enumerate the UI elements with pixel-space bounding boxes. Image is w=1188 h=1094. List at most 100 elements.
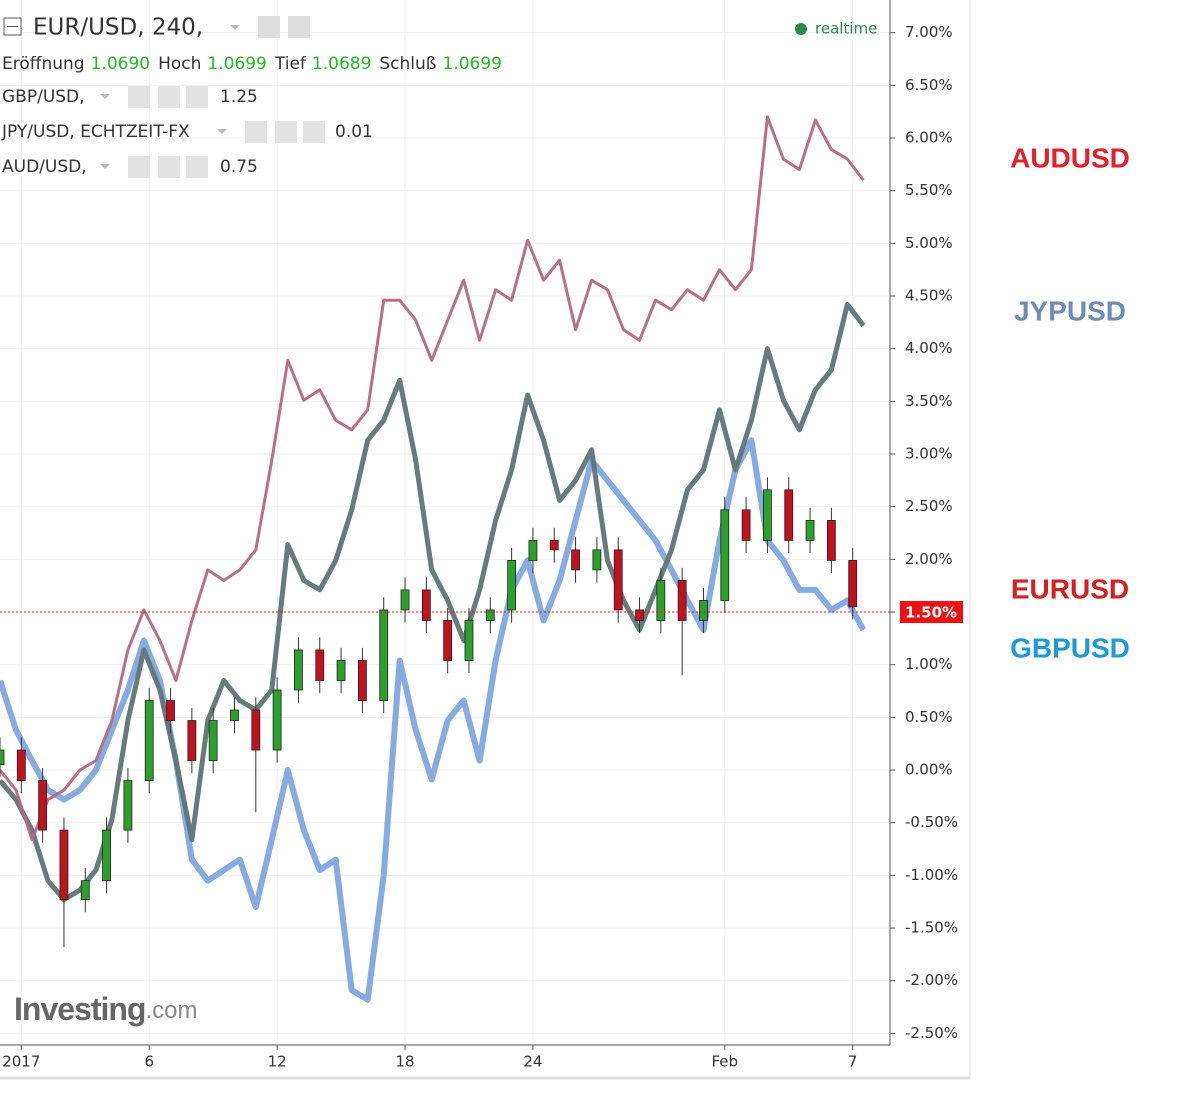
- indicator-name: AUD/USD,: [2, 157, 87, 177]
- candle-body: [294, 649, 303, 691]
- candle-body: [677, 580, 687, 621]
- candle-body: [720, 509, 730, 601]
- candle-body: [528, 540, 538, 561]
- candle-body: [805, 519, 815, 541]
- y-tick-label: 3.00%: [905, 445, 953, 463]
- candle-body: [400, 589, 410, 611]
- dropdown-icon: [217, 129, 227, 134]
- series-annotation: JYPUSD: [1014, 295, 1126, 326]
- x-tick-label: 7: [848, 1053, 858, 1071]
- candle-body: [251, 709, 261, 751]
- candle-body: [102, 829, 111, 882]
- candle-body: [485, 609, 495, 621]
- dropdown-icon: [230, 25, 240, 30]
- y-tick-label: 4.00%: [905, 339, 953, 357]
- y-tick-label: -1.00%: [905, 866, 958, 884]
- candle-body: [80, 880, 90, 901]
- indicator-icon: [245, 121, 267, 143]
- series-annotation: AUDUSD: [1010, 142, 1130, 173]
- candle-body: [379, 609, 389, 701]
- candle-body: [16, 749, 26, 781]
- y-tick-label: 0.00%: [905, 761, 953, 779]
- x-tick-label: 18: [395, 1053, 414, 1071]
- indicator-icon: [186, 86, 208, 108]
- realtime-dot: [795, 23, 807, 35]
- ohlc-label: Eröffnung: [2, 54, 85, 74]
- last-price-box: [900, 601, 963, 624]
- candle-body: [123, 780, 133, 831]
- candle-body: [549, 540, 559, 551]
- x-tick-label: 12: [268, 1053, 287, 1071]
- candle-body: [592, 549, 602, 571]
- y-tick-label: 1.00%: [905, 655, 953, 673]
- candle-body: [59, 829, 69, 901]
- y-tick-label: -2.50%: [905, 1024, 958, 1042]
- candle-body: [507, 560, 517, 611]
- watermark-brand: Investing: [14, 991, 145, 1027]
- candle-body: [272, 689, 282, 751]
- y-tick-label: 5.50%: [905, 181, 953, 199]
- watermark: Investing.com: [14, 991, 197, 1027]
- chart-title: EUR/USD, 240,: [33, 15, 203, 41]
- y-tick-label: 7.00%: [905, 23, 953, 41]
- candle-body: [741, 509, 751, 541]
- candle-body: [443, 620, 453, 661]
- y-tick-label: 6.00%: [905, 128, 953, 146]
- y-tick-label: 3.50%: [905, 392, 953, 410]
- y-tick-label: 6.50%: [905, 76, 953, 94]
- candle-body: [208, 720, 218, 761]
- candle-body: [826, 519, 836, 561]
- candle-body: [421, 589, 431, 621]
- indicator-icon: [158, 86, 180, 108]
- indicator-icon: [186, 156, 208, 178]
- indicator-name: GBP/USD,: [2, 87, 85, 107]
- settings-icon: [288, 16, 310, 38]
- dropdown-icon: [100, 164, 110, 169]
- dropdown-icon: [100, 94, 110, 99]
- series-line: [0, 437, 867, 1003]
- ohlc-value: 1.0699: [443, 54, 502, 74]
- plot: Investing.com: [0, 115, 890, 1027]
- candle-body: [763, 489, 772, 541]
- x-tick-label: 2017: [2, 1053, 40, 1071]
- y-tick-label: 4.50%: [905, 287, 953, 305]
- series-annotation: GBPUSD: [1010, 632, 1130, 663]
- y-tick-label: -2.00%: [905, 971, 958, 989]
- realtime-label: realtime: [815, 20, 877, 38]
- x-tick-label: 24: [523, 1053, 542, 1071]
- indicator-icon: [128, 156, 150, 178]
- candle-body: [144, 700, 154, 781]
- candle-body: [571, 549, 580, 571]
- candle-body: [166, 700, 175, 721]
- series-line: [0, 115, 865, 842]
- x-tick-label: Feb: [712, 1053, 739, 1071]
- candle-body: [357, 660, 367, 701]
- ohlc-label: Tief: [274, 54, 307, 74]
- y-tick-label: -1.50%: [905, 919, 958, 937]
- candle-body: [0, 749, 5, 766]
- indicator-icon: [303, 121, 325, 143]
- ohlc-value: 1.0699: [207, 54, 266, 74]
- candle-body: [315, 649, 325, 681]
- ohlc-value: 1.0689: [312, 54, 371, 74]
- series-line: [0, 301, 866, 903]
- y-tick-label: 2.50%: [905, 497, 953, 515]
- candle-body: [656, 580, 666, 621]
- candle-body: [848, 560, 858, 608]
- candle-body: [187, 720, 197, 761]
- ohlc-row: Eröffnung 1.0690 Hoch 1.0699 Tief 1.0689 Schlu…: [2, 54, 502, 74]
- series-annotation: EURUSD: [1011, 573, 1129, 604]
- candle-body: [230, 709, 239, 721]
- x-tick-label: 6: [144, 1053, 154, 1071]
- y-tick-label: 2.00%: [905, 550, 953, 568]
- indicator-name: JPY/USD, ECHTZEIT-FX: [1, 122, 190, 142]
- indicator-value: 0.01: [335, 122, 373, 142]
- y-tick-label: 0.50%: [905, 708, 953, 726]
- candle-body: [613, 549, 623, 611]
- indicator-value: 1.25: [220, 87, 258, 107]
- indicator-icon: [158, 156, 180, 178]
- ohlc-label: Hoch: [158, 54, 201, 74]
